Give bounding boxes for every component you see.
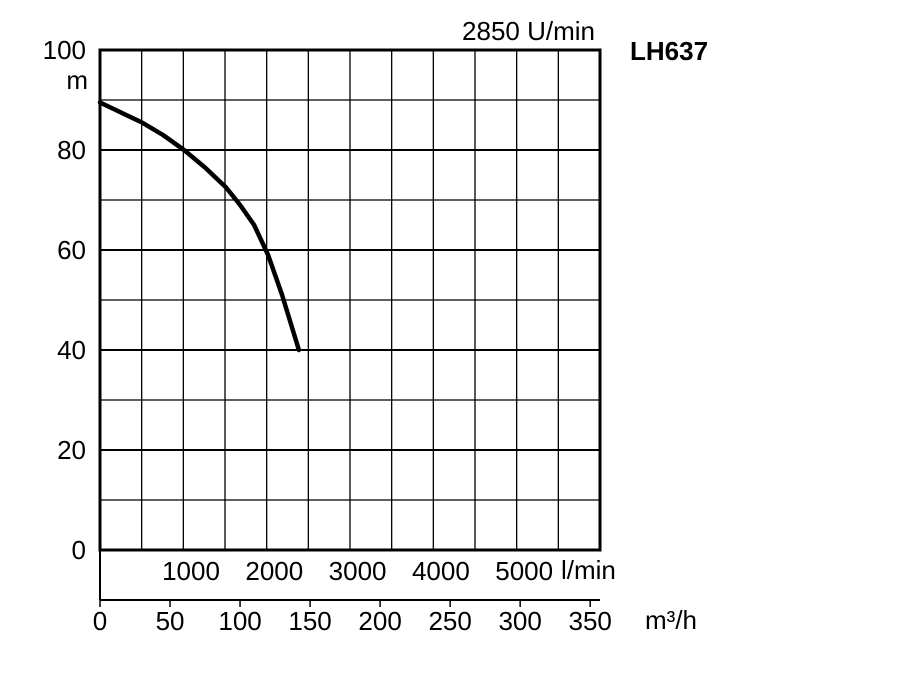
y-tick-label: 80 (57, 135, 86, 165)
lpm-tick-label: 2000 (245, 556, 303, 586)
m3h-tick-label: 150 (288, 606, 331, 636)
head-curve (97, 100, 302, 353)
lpm-tick-label: 5000 (495, 556, 553, 586)
lpm-tick-label: 3000 (329, 556, 387, 586)
m3h-tick-label: 50 (156, 606, 185, 636)
y-tick-label: 0 (72, 535, 86, 565)
m3h-tick-label: 250 (428, 606, 471, 636)
plot-border (98, 48, 602, 552)
speed-label: 2850 U/min (462, 16, 595, 46)
y-tick-label: 100 (43, 35, 86, 65)
y-tick-label: 20 (57, 435, 86, 465)
lpm-tick-label: 4000 (412, 556, 470, 586)
grid-lines (100, 50, 600, 550)
axis-labels: 0 20 40 60 80 100 1000 2000 3000 4000 5000 0 50 100 15… (43, 35, 612, 636)
head-curve-line (97, 100, 302, 353)
lpm-axis-unit: l/min (561, 555, 616, 585)
y-tick-label: 60 (57, 235, 86, 265)
model-label: LH637 (630, 36, 708, 66)
y-axis-unit: m (66, 65, 88, 95)
m3h-axis-unit: m³/h (645, 605, 697, 635)
m3h-tick-label: 0 (93, 606, 107, 636)
y-tick-label: 40 (57, 335, 86, 365)
lpm-tick-label: 1000 (162, 556, 220, 586)
m3h-tick-label: 100 (218, 606, 261, 636)
m3h-tick-label: 350 (569, 606, 612, 636)
m3h-tick-label: 200 (358, 606, 401, 636)
m3h-tick-label: 300 (498, 606, 541, 636)
chart-frame (98, 48, 602, 607)
